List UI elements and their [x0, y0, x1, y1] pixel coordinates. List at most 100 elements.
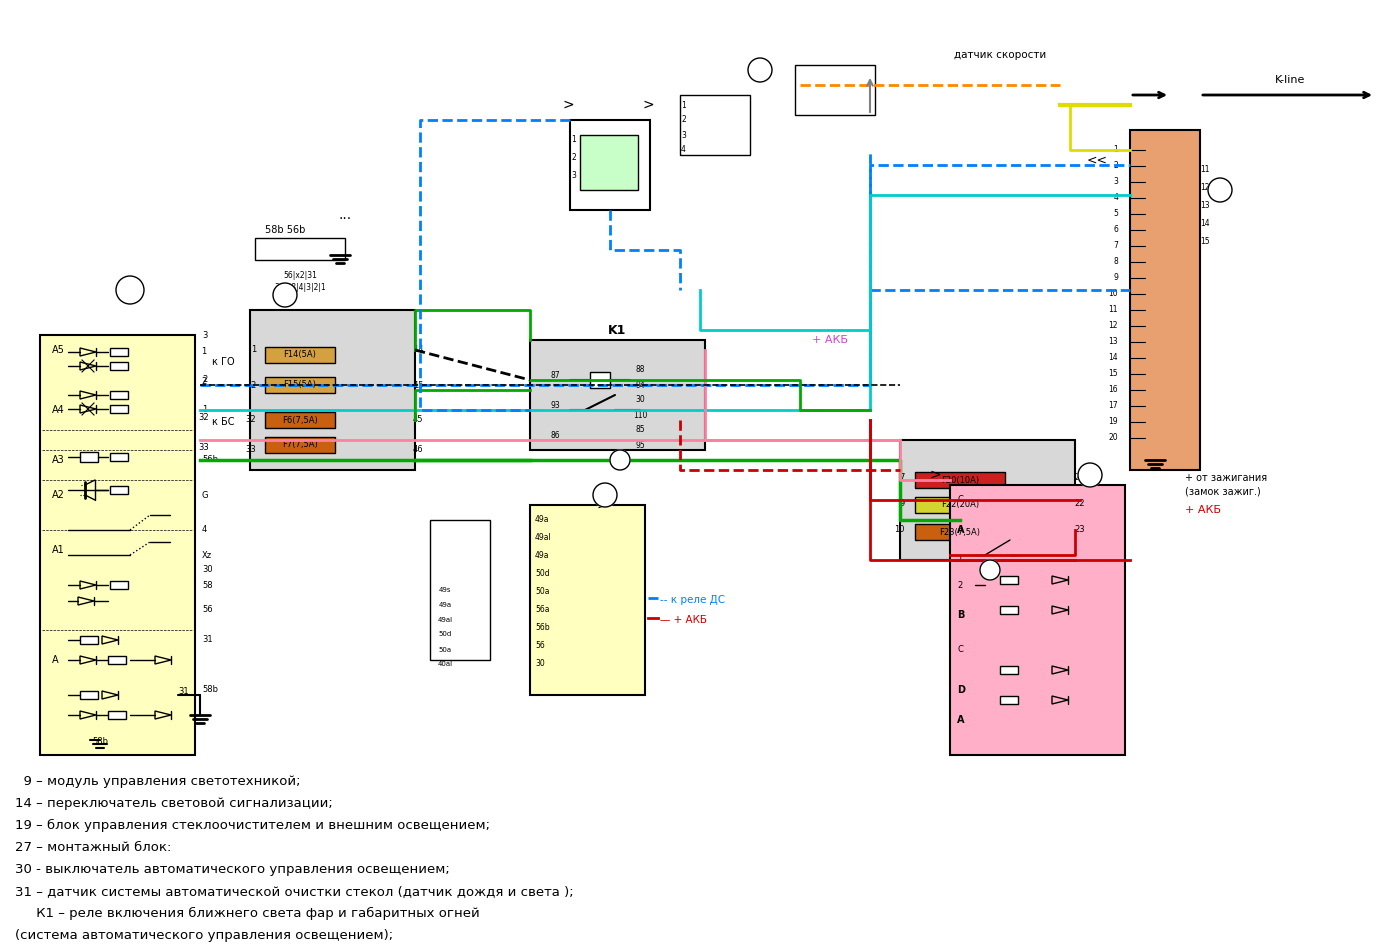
Text: 27: 27 — [614, 455, 626, 465]
Text: Xz: Xz — [201, 550, 212, 560]
Text: 50a: 50a — [439, 647, 451, 653]
Text: 93: 93 — [550, 401, 560, 409]
Bar — [80, 691, 98, 699]
Bar — [570, 120, 650, 210]
Text: 31 – датчик системы автоматической очистки стекол (датчик дождя и света );: 31 – датчик системы автоматической очист… — [15, 885, 574, 898]
Bar — [950, 485, 1125, 755]
Text: 50d: 50d — [535, 569, 550, 579]
Text: 30: 30 — [535, 659, 545, 669]
Text: K-line: K-line — [1274, 75, 1305, 85]
Text: 9: 9 — [1113, 274, 1118, 282]
Text: F7(7,5A): F7(7,5A) — [283, 441, 319, 449]
Text: 50d: 50d — [439, 631, 452, 637]
Text: F15(5A): F15(5A) — [284, 381, 316, 390]
Bar — [680, 95, 750, 155]
Text: C: C — [957, 496, 963, 504]
Text: 1: 1 — [251, 346, 256, 354]
Circle shape — [980, 560, 1000, 580]
Text: 49a: 49a — [439, 602, 451, 608]
Text: + АКБ: + АКБ — [1185, 505, 1220, 515]
Bar — [110, 405, 128, 413]
Text: К1 – реле включения ближнего света фар и габаритных огней: К1 – реле включения ближнего света фар и… — [15, 907, 480, 921]
Bar — [1000, 666, 1018, 674]
Text: >: > — [929, 468, 940, 482]
Text: 88: 88 — [636, 366, 645, 374]
Bar — [1129, 130, 1200, 470]
Text: 40al: 40al — [437, 661, 452, 667]
Bar — [110, 362, 128, 370]
Text: 17: 17 — [1109, 402, 1118, 410]
Text: 46: 46 — [412, 446, 423, 454]
Text: 20: 20 — [1074, 473, 1085, 483]
Text: F23(7,5A): F23(7,5A) — [939, 527, 980, 537]
Text: <<: << — [1087, 154, 1107, 166]
Bar — [40, 335, 194, 755]
Bar — [110, 453, 128, 461]
Text: 30|68|4|3|2|1: 30|68|4|3|2|1 — [274, 283, 325, 293]
Text: 4: 4 — [1113, 194, 1118, 202]
Text: A4: A4 — [52, 405, 65, 415]
Bar — [110, 391, 128, 399]
Bar — [916, 497, 1005, 513]
Text: A3: A3 — [52, 455, 65, 465]
Text: 49s: 49s — [439, 587, 451, 593]
Text: >: > — [596, 498, 608, 512]
Text: 1: 1 — [957, 556, 963, 564]
Text: >: > — [563, 98, 574, 112]
Text: 1: 1 — [681, 101, 685, 109]
Text: 2: 2 — [251, 381, 256, 390]
Text: C: C — [957, 645, 963, 655]
Text: 3: 3 — [1113, 178, 1118, 186]
Bar — [250, 310, 415, 470]
Text: 16: 16 — [1109, 386, 1118, 394]
Text: 10: 10 — [1109, 290, 1118, 298]
Circle shape — [1208, 178, 1231, 202]
Text: 9: 9 — [125, 283, 134, 296]
Text: 7: 7 — [899, 473, 905, 483]
Text: 56|x2|31: 56|x2|31 — [283, 271, 317, 279]
Bar — [108, 711, 125, 719]
Bar — [110, 581, 128, 589]
Text: A: A — [957, 525, 964, 535]
Text: 95: 95 — [636, 441, 645, 449]
Text: 27: 27 — [279, 290, 292, 300]
Text: + АКБ: + АКБ — [812, 335, 848, 345]
Text: датчик скорости: датчик скорости — [954, 50, 1047, 60]
Text: 3: 3 — [201, 331, 207, 339]
Text: 87: 87 — [550, 370, 560, 379]
Text: 14: 14 — [598, 490, 612, 500]
Text: 56: 56 — [535, 641, 545, 651]
Text: 30: 30 — [1083, 470, 1098, 480]
Bar — [796, 65, 876, 115]
Text: 9 – модуль управления светотехникой;: 9 – модуль управления светотехникой; — [15, 775, 301, 788]
Text: -- к реле ДС: -- к реле ДС — [661, 595, 725, 605]
Text: 2: 2 — [957, 580, 963, 590]
Text: 2: 2 — [201, 375, 207, 385]
Text: A: A — [957, 715, 964, 725]
Bar — [1000, 696, 1018, 704]
Bar — [265, 377, 335, 393]
Circle shape — [273, 283, 296, 307]
Text: 27 – монтажный блок:: 27 – монтажный блок: — [15, 841, 171, 854]
Bar — [900, 440, 1076, 560]
Text: 49al: 49al — [535, 534, 552, 542]
Text: 50a: 50a — [535, 587, 549, 597]
Text: F14(5A): F14(5A) — [284, 351, 316, 359]
Text: 22: 22 — [1074, 499, 1085, 507]
Text: 10: 10 — [895, 525, 905, 535]
Text: 30: 30 — [201, 565, 212, 575]
Circle shape — [1078, 463, 1102, 487]
Bar — [255, 238, 345, 260]
Bar — [80, 452, 98, 462]
Text: A2: A2 — [52, 490, 65, 500]
Bar — [1000, 606, 1018, 614]
Text: к БС: к БС — [212, 417, 234, 427]
Text: 58b: 58b — [92, 737, 108, 747]
Bar — [530, 505, 645, 695]
Text: (замок зажиг.): (замок зажиг.) — [1185, 487, 1260, 497]
Text: 2: 2 — [201, 377, 207, 387]
Text: 3: 3 — [571, 170, 576, 180]
Bar — [265, 437, 335, 453]
Text: 11: 11 — [1109, 306, 1118, 314]
Text: 94: 94 — [636, 381, 645, 390]
